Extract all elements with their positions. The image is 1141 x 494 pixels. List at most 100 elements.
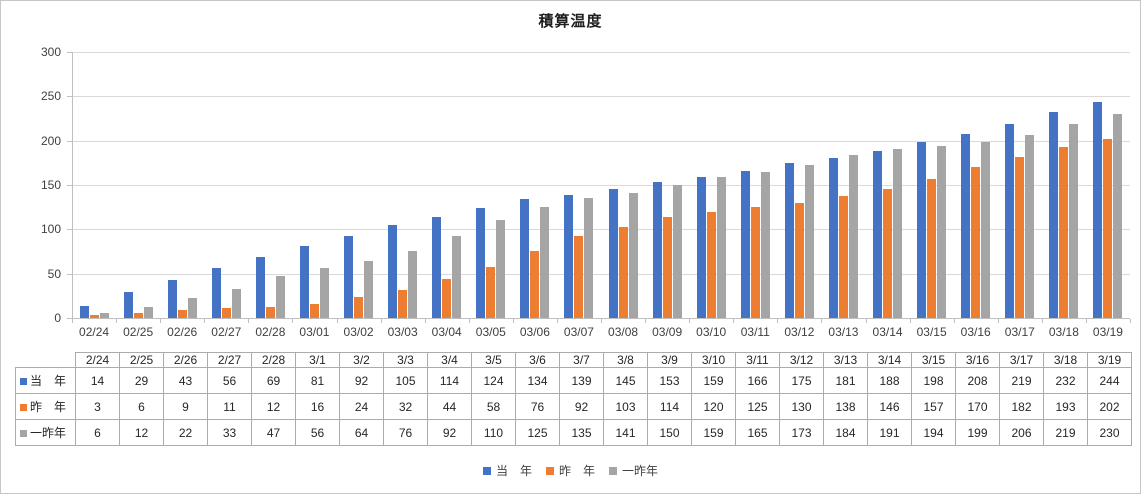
- bar: [564, 194, 574, 318]
- bar: [486, 266, 496, 318]
- y-axis-tick: [67, 140, 72, 142]
- table-cell: 9: [163, 393, 208, 420]
- bar: [662, 216, 672, 318]
- x-axis-label: 03/06: [519, 325, 550, 339]
- x-axis-tick: [689, 319, 691, 323]
- table-col-header: 3/14: [867, 352, 912, 368]
- table-cell: 159: [691, 419, 736, 446]
- bar: [893, 148, 903, 318]
- x-axis-tick: [424, 319, 426, 323]
- table-cell: 47: [251, 419, 296, 446]
- x-axis-tick: [1130, 319, 1131, 323]
- table-cell: 64: [339, 419, 384, 446]
- table-col-header: 3/4: [427, 352, 472, 368]
- legend-item: 昨 年: [545, 462, 595, 479]
- bar: [540, 207, 550, 318]
- bar: [177, 310, 187, 318]
- table-cell: 69: [251, 367, 296, 394]
- bar: [794, 202, 804, 318]
- table-cell: 32: [383, 393, 428, 420]
- x-axis-tick: [336, 319, 338, 323]
- bar: [442, 278, 452, 318]
- table-col-header: 3/11: [735, 352, 780, 368]
- table-cell: 219: [999, 367, 1044, 394]
- y-axis-tick-label: 100: [40, 222, 61, 237]
- table-cell: 56: [207, 367, 252, 394]
- bar: [961, 133, 971, 318]
- bar: [1005, 123, 1015, 318]
- x-axis-line: [72, 318, 1130, 319]
- bar: [221, 308, 231, 318]
- x-axis-tick: [601, 319, 602, 323]
- table-cell: 194: [911, 419, 956, 446]
- table-cell: 11: [207, 393, 252, 420]
- table-cell: 182: [999, 393, 1044, 420]
- series-name: 一昨年: [30, 426, 67, 440]
- legend-item-label: 当 年: [495, 464, 532, 478]
- table-cell: 16: [295, 393, 340, 420]
- bar: [618, 226, 628, 318]
- y-axis-tick: [67, 96, 72, 98]
- bar: [1093, 101, 1103, 318]
- x-axis-label: 03/01: [299, 325, 330, 339]
- table-cell: 110: [471, 419, 516, 446]
- gridline: [72, 140, 1130, 142]
- bar: [299, 246, 309, 318]
- x-axis-tick: [953, 319, 955, 323]
- x-axis-tick: [821, 319, 823, 323]
- x-axis-label: 03/12: [784, 325, 815, 339]
- table-cell: 181: [823, 367, 868, 394]
- table-cell: 145: [603, 367, 648, 394]
- table-cell: 12: [251, 393, 296, 420]
- bar: [255, 256, 265, 318]
- legend-item: 当 年: [482, 462, 532, 479]
- bar: [971, 167, 981, 318]
- bar: [1059, 146, 1069, 318]
- x-axis-tick: [1041, 319, 1043, 323]
- table-cell: 130: [779, 393, 824, 420]
- table-cell: 114: [647, 393, 692, 420]
- table-cell: 76: [383, 419, 428, 446]
- table-row-label: 一昨年: [15, 419, 76, 446]
- x-axis-tick: [204, 319, 206, 323]
- bar: [123, 292, 133, 318]
- table-cell: 159: [691, 367, 736, 394]
- table-corner-cell: [15, 352, 76, 368]
- legend-item: 一昨年: [609, 462, 658, 479]
- table-cell: 135: [559, 419, 604, 446]
- table-cell: 166: [735, 367, 780, 394]
- bar: [364, 261, 374, 318]
- table-col-header: 3/6: [515, 352, 560, 368]
- table-cell: 92: [559, 393, 604, 420]
- x-axis-label: 03/07: [563, 325, 594, 339]
- series-name: 当 年: [30, 374, 67, 388]
- table-cell: 193: [1043, 393, 1088, 420]
- table-cell: 125: [515, 419, 560, 446]
- bar: [917, 142, 927, 318]
- bar: [574, 236, 584, 318]
- x-axis-label: 03/11: [740, 325, 770, 339]
- x-axis-label: 02/27: [211, 325, 242, 339]
- x-axis-label: 02/25: [123, 325, 154, 339]
- bar: [408, 250, 418, 318]
- table-cell: 120: [691, 393, 736, 420]
- y-axis-tick: [67, 52, 72, 53]
- table-cell: 188: [867, 367, 912, 394]
- bar: [750, 207, 760, 318]
- data-table: 2/24 2/25 2/26 2/27 2/28 3/1 3/2 3/3 3/4 3/5 3/6 3/…: [15, 352, 1132, 446]
- table-row: 昨 年 3 6 9 11 12 16 24 32 44 58 76 92 103 114 120 125 130 1…: [15, 393, 1132, 420]
- chart-title: 積算温度: [538, 13, 603, 30]
- table-cell: 199: [955, 419, 1000, 446]
- bar: [309, 303, 319, 318]
- bar: [706, 211, 716, 318]
- bar: [873, 151, 883, 318]
- bar: [187, 298, 197, 318]
- bar: [388, 224, 398, 318]
- y-axis-tick-label: 250: [40, 89, 61, 104]
- table-cell: 146: [867, 393, 912, 420]
- table-cell: 43: [163, 367, 208, 394]
- table-cell: 29: [119, 367, 164, 394]
- table-col-header: 3/15: [911, 352, 956, 368]
- x-axis-label: 03/09: [652, 325, 683, 339]
